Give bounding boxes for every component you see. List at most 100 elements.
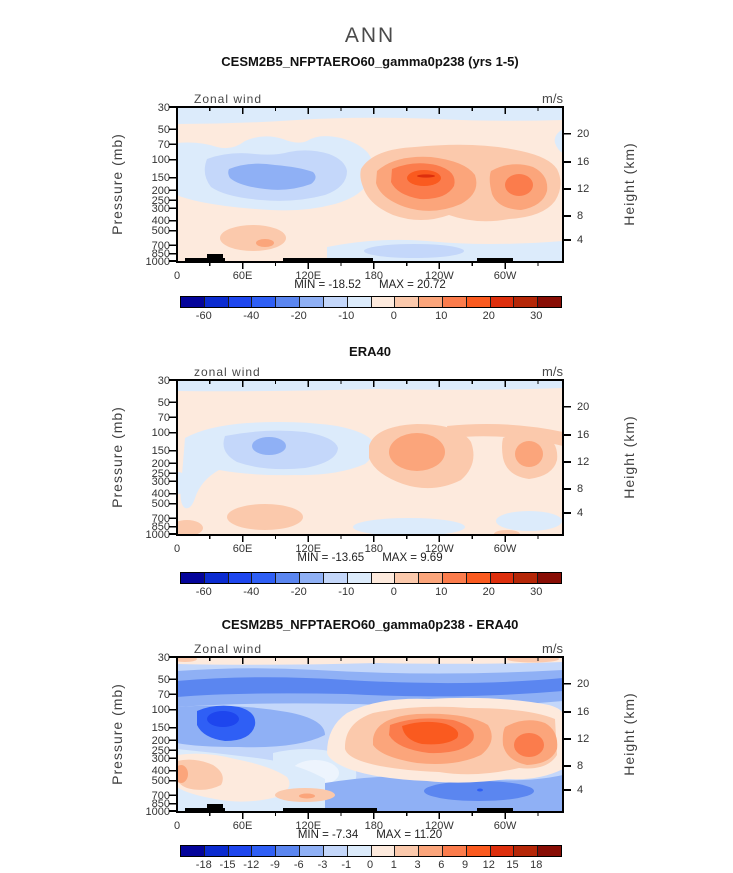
colorbar-segment <box>228 846 253 856</box>
colorbar-segment <box>204 846 229 856</box>
height-tick: 4 <box>577 507 584 519</box>
min-value: MIN = -7.34 <box>297 829 359 841</box>
topography-bar <box>185 254 225 262</box>
longitude-tick: 120W <box>425 543 454 555</box>
colorbar-segment <box>347 573 372 583</box>
colorbar-tick-label: -20 <box>290 310 307 322</box>
plot-axes <box>169 656 571 819</box>
pressure-tick: 250 <box>151 744 170 757</box>
height-tick: 12 <box>577 733 590 745</box>
colorbar-segment <box>323 846 348 856</box>
colorbar <box>180 572 562 584</box>
pressure-tick: 30 <box>157 651 170 664</box>
pressure-tick: 30 <box>157 101 170 114</box>
field-label: zonal wind <box>194 365 261 379</box>
contour-field <box>177 657 563 812</box>
pressure-tick-labels: 30 50 70 100 150 200 250 300 400 500 700 850 1000 <box>128 652 170 818</box>
colorbar-segment <box>514 297 539 307</box>
pressure-tick: 700 <box>151 512 170 525</box>
colorbar-tick-label: 20 <box>482 586 495 598</box>
pressure-tick: 200 <box>151 457 170 470</box>
colorbar-tick-label: 12 <box>482 859 495 871</box>
colorbar-tick-label: 0 <box>390 586 397 598</box>
height-tick-labels: 20 16 12 8 4 <box>577 657 607 812</box>
colorbar-segment <box>395 846 420 856</box>
colorbar-tick-label: 6 <box>438 859 445 871</box>
pressure-tick: 300 <box>151 202 170 215</box>
field-label: Zonal wind <box>194 642 263 656</box>
colorbar-segment <box>419 846 443 856</box>
panel-title: CESM2B5_NFPTAERO60_gamma0p238 (yrs 1-5) <box>221 54 519 69</box>
height-axis-title: Height (km) <box>621 692 637 776</box>
colorbar-segment <box>228 297 253 307</box>
figure-season-title: ANN <box>344 24 396 47</box>
height-tick-labels: 20 16 12 8 4 <box>577 107 607 262</box>
height-tick: 16 <box>577 156 590 168</box>
colorbar-tick-label: -6 <box>293 859 304 871</box>
colorbar-labels: -60 -40 -20 -10 0 10 20 30 <box>180 310 560 323</box>
colorbar-tick-label: 0 <box>390 310 397 322</box>
topography-bar <box>283 258 373 262</box>
colorbar-segment <box>300 846 324 856</box>
minmax-readout: MIN = -7.34 MAX = 11.20 <box>177 829 563 841</box>
height-axis-title: Height (km) <box>621 415 637 499</box>
pressure-axis-title: Pressure (mb) <box>109 133 125 235</box>
colorbar-segment <box>514 846 539 856</box>
minmax-readout: MIN = -18.52 MAX = 20.72 <box>177 279 563 291</box>
height-tick: 8 <box>577 760 584 772</box>
colorbar-segment <box>204 573 229 583</box>
colorbar-tick-label: 30 <box>530 310 543 322</box>
height-tick: 16 <box>577 429 590 441</box>
height-tick: 20 <box>577 400 590 413</box>
pressure-tick: 150 <box>151 722 170 735</box>
longitude-tick: 60W <box>493 820 517 832</box>
pressure-tick: 700 <box>151 239 170 252</box>
colorbar-segment <box>347 846 372 856</box>
contour-plot-reference <box>169 379 571 542</box>
colorbar-tick-label: 3 <box>414 859 421 871</box>
pressure-tick: 100 <box>151 154 170 167</box>
pressure-tick: 700 <box>151 789 170 802</box>
colorbar-tick-label: -12 <box>243 859 260 871</box>
height-tick: 4 <box>577 234 584 246</box>
colorbar-tick-label: -15 <box>219 859 236 871</box>
contour-plot-model <box>169 106 571 269</box>
colorbar-segment <box>538 573 561 583</box>
field-label: Zonal wind <box>194 92 263 106</box>
height-tick: 16 <box>577 706 590 718</box>
longitude-tick: 180 <box>364 820 383 832</box>
colorbar-tick-label: -1 <box>341 859 352 871</box>
longitude-tick: 60E <box>232 270 253 282</box>
height-tick: 12 <box>577 456 590 468</box>
pressure-tick: 400 <box>151 488 170 501</box>
colorbar-tick-label: -18 <box>195 859 212 871</box>
colorbar-segment <box>347 297 372 307</box>
colorbar-segment <box>181 297 205 307</box>
colorbar-segment <box>538 297 561 307</box>
colorbar-segment <box>514 573 539 583</box>
height-tick: 12 <box>577 183 590 195</box>
pressure-tick: 70 <box>157 688 170 701</box>
colorbar-segment <box>276 297 301 307</box>
topography-bar <box>477 808 513 812</box>
height-tick: 20 <box>577 677 590 690</box>
colorbar-segment <box>419 297 443 307</box>
height-axis-title: Height (km) <box>621 142 637 226</box>
longitude-tick: 180 <box>364 543 383 555</box>
colorbar-segment <box>490 573 515 583</box>
colorbar-segment <box>300 573 324 583</box>
pressure-tick: 850 <box>151 248 170 261</box>
units-label: m/s <box>542 364 563 379</box>
pressure-tick: 70 <box>157 411 170 424</box>
units-label: m/s <box>542 641 563 656</box>
pressure-tick: 300 <box>151 752 170 765</box>
colorbar-segment <box>300 297 324 307</box>
longitude-tick: 60W <box>493 543 517 555</box>
colorbar-segment <box>395 297 420 307</box>
topography-bar <box>477 258 513 262</box>
contour-field <box>177 380 563 535</box>
longitude-tick: 180 <box>364 270 383 282</box>
pressure-tick: 500 <box>151 225 170 238</box>
pressure-axis-title: Pressure (mb) <box>109 683 125 785</box>
colorbar-segment <box>490 846 515 856</box>
